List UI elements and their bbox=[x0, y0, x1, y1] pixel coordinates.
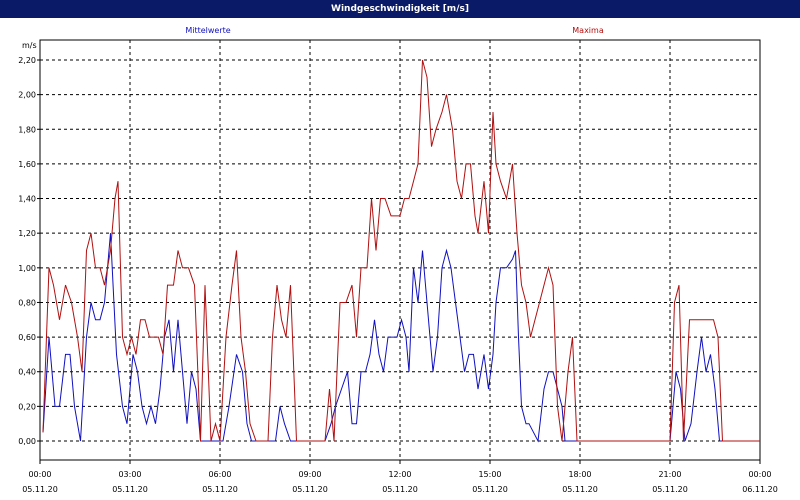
x-tick-time: 00:00 bbox=[748, 470, 771, 479]
legend-maxima: Maxima bbox=[572, 26, 604, 35]
y-tick-label: 0,40 bbox=[18, 368, 36, 377]
x-tick-date: 05.11.20 bbox=[112, 485, 148, 494]
y-tick-label: 1,60 bbox=[18, 160, 36, 169]
x-tick-time: 12:00 bbox=[388, 470, 411, 479]
series-layer bbox=[42, 59, 760, 443]
y-tick-label: 1,20 bbox=[18, 229, 36, 238]
x-tick-date: 05.11.20 bbox=[292, 485, 328, 494]
x-tick-time: 18:00 bbox=[568, 470, 591, 479]
x-tick-date: 05.11.20 bbox=[472, 485, 508, 494]
legend-mittelwerte: Mittelwerte bbox=[185, 26, 230, 35]
x-tick-date: 05.11.20 bbox=[22, 485, 58, 494]
x-tick-date: 05.11.20 bbox=[382, 485, 418, 494]
x-tick-time: 21:00 bbox=[658, 470, 681, 479]
x-tick-time: 00:00 bbox=[28, 470, 51, 479]
series-line-maxima bbox=[42, 59, 760, 442]
x-tick-time: 09:00 bbox=[298, 470, 321, 479]
y-tick-label: 0,00 bbox=[18, 437, 36, 446]
x-tick-date: 05.11.20 bbox=[202, 485, 238, 494]
y-axis-label: m/s bbox=[22, 41, 37, 50]
y-tick-label: 0,60 bbox=[18, 333, 36, 342]
x-tick-date: 05.11.20 bbox=[562, 485, 598, 494]
y-tick-label: 1,40 bbox=[18, 195, 36, 204]
x-axis-ticks: 00:00 05.11.20 03:00 05.11.20 06:00 05.11.20 0… bbox=[22, 460, 778, 494]
y-axis-ticks: 0,00 0,20 0,40 0,60 0,80 1,00 1,20 1,40 1,60 1,80… bbox=[18, 56, 40, 446]
y-tick-label: 1,80 bbox=[18, 125, 36, 134]
window-title: Windgeschwindigkeit [m/s] bbox=[0, 0, 800, 18]
x-tick-time: 15:00 bbox=[478, 470, 501, 479]
y-tick-label: 1,00 bbox=[18, 264, 36, 273]
x-tick-time: 03:00 bbox=[118, 470, 141, 479]
y-tick-label: 2,00 bbox=[18, 91, 36, 100]
series-line-mittelwerte bbox=[42, 233, 760, 443]
y-tick-label: 0,80 bbox=[18, 298, 36, 307]
y-tick-label: 0,20 bbox=[18, 402, 36, 411]
x-tick-date: 06.11.20 bbox=[742, 485, 778, 494]
x-tick-date: 05.11.20 bbox=[652, 485, 688, 494]
x-tick-time: 06:00 bbox=[208, 470, 231, 479]
y-tick-label: 2,20 bbox=[18, 56, 36, 65]
